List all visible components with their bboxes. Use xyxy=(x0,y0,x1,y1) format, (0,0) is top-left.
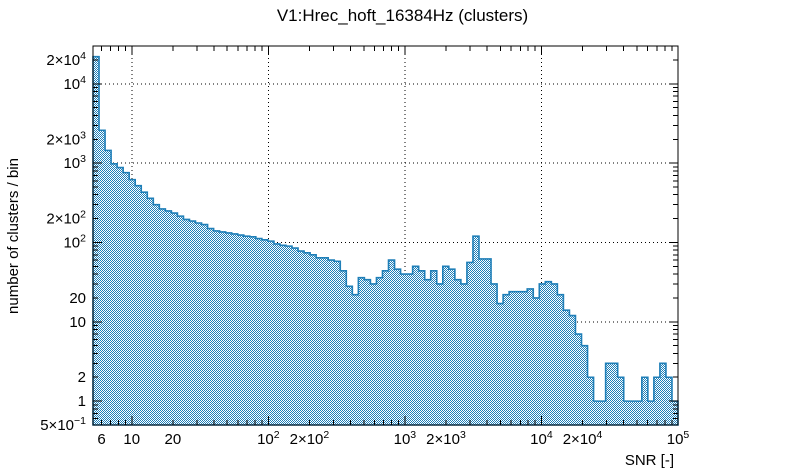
page-title: V1:Hrec_hoft_16384Hz (clusters) xyxy=(276,6,529,25)
y-tick-label: 102 xyxy=(63,232,86,251)
y-tick-label: 1 xyxy=(78,393,86,410)
x-tick-label: 2×103 xyxy=(426,429,466,448)
histogram-bars xyxy=(92,55,679,426)
x-tick-label: 104 xyxy=(530,429,553,448)
y-tick-label: 5×10−1 xyxy=(40,415,86,434)
x-tick-label: 2×102 xyxy=(290,429,330,448)
y-tick-label: 2×102 xyxy=(46,209,86,228)
y-axis-tick-labels: 5×10−1 1 2 10 20 102 2×102 103 2×103 104 2×104 xyxy=(40,50,86,434)
x-tick-label: 20 xyxy=(165,431,182,448)
y-tick-label: 20 xyxy=(69,290,86,307)
x-tick-label: 105 xyxy=(667,429,690,448)
y-tick-label: 10 xyxy=(69,314,86,331)
y-tick-label: 2×103 xyxy=(46,129,86,148)
x-tick-label: 10 xyxy=(123,431,140,448)
axis-frame xyxy=(92,45,679,426)
x-tick-label: 102 xyxy=(257,429,280,448)
y-tick-label: 2×104 xyxy=(46,50,86,69)
y-tick-label: 104 xyxy=(63,74,86,93)
x-tick-label: 2×104 xyxy=(563,429,603,448)
x-tick-label: 103 xyxy=(394,429,417,448)
axis-ticks xyxy=(93,45,679,426)
x-tick-label: 6 xyxy=(97,431,105,448)
y-tick-label: 103 xyxy=(63,153,86,172)
x-axis-tick-labels: 6 10 20 102 2×102 103 2×103 104 2×104 105 xyxy=(97,429,689,448)
x-axis-title: SNR [-] xyxy=(625,452,674,469)
y-axis-title: number of clusters / bin xyxy=(5,158,22,314)
y-tick-label: 2 xyxy=(78,369,86,386)
